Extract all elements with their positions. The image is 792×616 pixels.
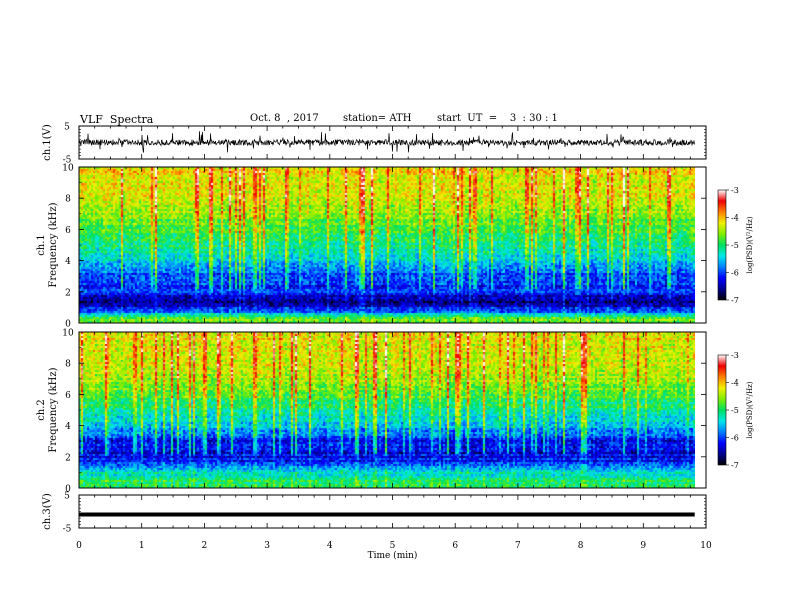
ch2-colorbar-tick-label: -3	[731, 351, 739, 360]
time-tick-label: 0	[76, 541, 82, 551]
time-tick-label: 1	[139, 541, 145, 551]
time-axis-label: Time (min)	[368, 550, 418, 561]
figure-title: VLF Spectra	[80, 113, 154, 126]
ch2-colorbar-tick-label: -6	[731, 434, 739, 443]
ch1-y-axis-label-line1: ch.1	[36, 234, 47, 256]
ch2-y-axis-label-line1: ch.2	[36, 399, 47, 421]
date-label: Oct. 8 , 2017	[250, 113, 319, 124]
ch1-y-axis-label-line2: Frequency (kHz)	[48, 202, 59, 287]
ch2-y-axis-label-line2: Frequency (kHz)	[48, 367, 59, 452]
time-tick-label: 3	[264, 541, 270, 551]
ch1-colorbar-tick-label: -4	[731, 214, 739, 223]
ch1-freq-tick-label: 8	[65, 195, 71, 205]
ch1-colorbar-tick-label: -3	[731, 186, 739, 195]
ch1-y-tick-label: -5	[63, 156, 72, 166]
ch3-y-axis-label: ch.3(V)	[42, 493, 53, 530]
time-tick-label: 9	[640, 541, 646, 551]
ch1-colorbar-tick-label: -7	[731, 296, 739, 305]
ch2-colorbar-tick-label: -7	[731, 461, 739, 470]
time-tick-label: 5	[390, 541, 396, 551]
ch1-y-axis-label: ch.1(V)	[42, 124, 53, 161]
ch2-freq-tick-label: 2	[65, 453, 71, 463]
ch3-y-tick-label: -5	[63, 525, 72, 535]
spectrogram-ch2	[79, 332, 695, 488]
ch1-colorbar-tick-label: -5	[731, 241, 739, 250]
ch2-freq-tick-label: 6	[65, 391, 71, 401]
ch1-freq-tick-label: 6	[65, 226, 71, 236]
ch2-colorbar-label: log(PSD)(V²/Hz)	[746, 381, 754, 438]
time-tick-label: 6	[452, 541, 458, 551]
time-tick-label: 4	[327, 541, 333, 551]
ch1-freq-tick-label: 0	[65, 320, 71, 330]
time-tick-label: 7	[515, 541, 521, 551]
ch1-freq-tick-label: 4	[65, 257, 71, 267]
ch1-freq-tick-label: 2	[65, 288, 71, 298]
ch1-y-tick-label: 5	[64, 123, 70, 133]
ch2-colorbar-tick-label: -4	[731, 379, 739, 388]
start-time-label: start UT = 3 : 30 : 1	[437, 113, 558, 124]
ch1-colorbar	[717, 189, 727, 301]
ch3-y-tick-label: 5	[64, 492, 70, 502]
ch2-colorbar-tick-label: -5	[731, 406, 739, 415]
spectrogram-ch1	[79, 167, 695, 323]
time-tick-label: 8	[578, 541, 584, 551]
ch2-colorbar	[717, 354, 727, 466]
ch2-freq-tick-label: 4	[65, 422, 71, 432]
ch2-freq-tick-label: 8	[65, 360, 71, 370]
station-label: station= ATH	[343, 113, 412, 124]
ch1-colorbar-label: log(PSD)(V²/Hz)	[746, 216, 754, 273]
ch2-freq-tick-label: 0	[65, 485, 71, 495]
time-tick-label: 2	[202, 541, 208, 551]
time-tick-label: 10	[700, 541, 712, 551]
ch2-freq-tick-label: 10	[62, 329, 74, 339]
ch1-colorbar-tick-label: -6	[731, 269, 739, 278]
ch1-freq-tick-label: 10	[62, 164, 74, 174]
ch1-waveform-line	[78, 131, 695, 153]
